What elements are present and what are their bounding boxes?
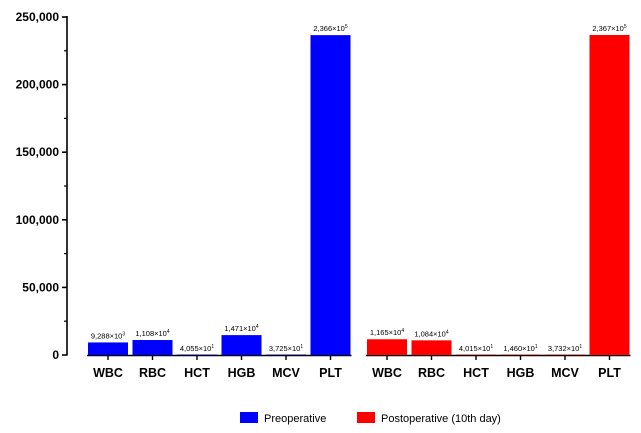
x-tick-label: HGB: [507, 366, 535, 380]
data-label-mantissa: 1,108×10: [135, 329, 167, 338]
x-tick-label: HCT: [463, 366, 489, 380]
bar-plt-preoperative: [310, 35, 351, 356]
bar-wbc-preoperative: [88, 342, 128, 355]
data-label: 4,055×101: [180, 344, 215, 353]
data-label: 1,084×104: [414, 329, 449, 338]
data-label: 1,460×101: [503, 344, 538, 353]
x-tick-label: RBC: [139, 366, 166, 380]
y-tick-label: 0: [52, 348, 59, 362]
data-label-mantissa: 3,725×10: [269, 344, 301, 353]
x-tick-label: HGB: [228, 366, 256, 380]
data-label-exponent: 4: [446, 329, 449, 335]
data-label-mantissa: 1,165×10: [370, 328, 402, 337]
y-tick-label: 250,000: [16, 10, 60, 24]
legend-swatch-postoperative: [357, 412, 375, 423]
x-tick-label: PLT: [598, 366, 621, 380]
x-tick-label: WBC: [93, 366, 123, 380]
data-label-exponent: 4: [167, 329, 170, 335]
bar-hct-postoperative: [456, 354, 496, 355]
data-label-mantissa: 4,055×10: [180, 344, 212, 353]
data-label-exponent: 1: [535, 344, 538, 350]
data-label: 4,015×101: [459, 344, 494, 353]
data-label-exponent: 1: [211, 344, 214, 350]
data-label-exponent: 4: [401, 328, 404, 334]
bar-plt-postoperative: [589, 34, 630, 356]
data-label-mantissa: 1,460×10: [503, 344, 535, 353]
data-label-exponent: 1: [300, 344, 303, 350]
data-label-mantissa: 2,367×10: [592, 24, 624, 33]
y-tick-label: 200,000: [16, 78, 60, 92]
data-label-exponent: 5: [345, 24, 348, 30]
data-label: 2,366×105: [313, 24, 348, 33]
data-label: 9,288×103: [91, 331, 126, 340]
bar-hgb-preoperative: [221, 335, 262, 355]
bar-mcv-postoperative: [545, 354, 585, 355]
data-label: 1,165×104: [370, 328, 405, 337]
data-label-mantissa: 2,366×10: [313, 24, 345, 33]
bar-rbc-preoperative: [132, 340, 173, 355]
y-tick-label: 50,000: [22, 280, 59, 294]
data-label: 1,471×104: [224, 324, 259, 333]
bar-rbc-postoperative: [411, 340, 452, 355]
data-label-exponent: 1: [490, 344, 493, 350]
x-tick-label: HCT: [184, 366, 210, 380]
bar-wbc-postoperative: [367, 339, 407, 355]
data-label-mantissa: 9,288×10: [91, 331, 123, 340]
data-label: 3,725×101: [269, 344, 304, 353]
data-label: 2,367×105: [592, 24, 627, 33]
legend-label: Postoperative (10th day): [381, 413, 501, 425]
data-label-mantissa: 4,015×10: [459, 344, 491, 353]
x-tick-label: PLT: [319, 366, 342, 380]
bar-mcv-preoperative: [266, 354, 306, 355]
data-label: 3,732×101: [548, 344, 583, 353]
x-tick-label: MCV: [272, 366, 300, 380]
bar-hgb-postoperative: [500, 354, 541, 355]
data-label-exponent: 3: [122, 331, 125, 337]
data-label-mantissa: 1,084×10: [414, 329, 446, 338]
x-tick-label: RBC: [418, 366, 445, 380]
data-label-exponent: 4: [256, 324, 259, 330]
data-label-mantissa: 3,732×10: [548, 344, 580, 353]
data-label-exponent: 5: [624, 24, 627, 30]
y-tick-label: 150,000: [16, 145, 60, 159]
y-tick-label: 100,000: [16, 213, 60, 227]
x-tick-label: WBC: [372, 366, 402, 380]
data-label-exponent: 1: [579, 344, 582, 350]
bar-hct-preoperative: [177, 354, 217, 355]
legend-swatch-preoperative: [240, 412, 258, 423]
data-label: 1,108×104: [135, 329, 170, 338]
data-label-mantissa: 1,471×10: [224, 324, 256, 333]
legend-label: Preoperative: [264, 413, 326, 425]
x-tick-label: MCV: [551, 366, 579, 380]
